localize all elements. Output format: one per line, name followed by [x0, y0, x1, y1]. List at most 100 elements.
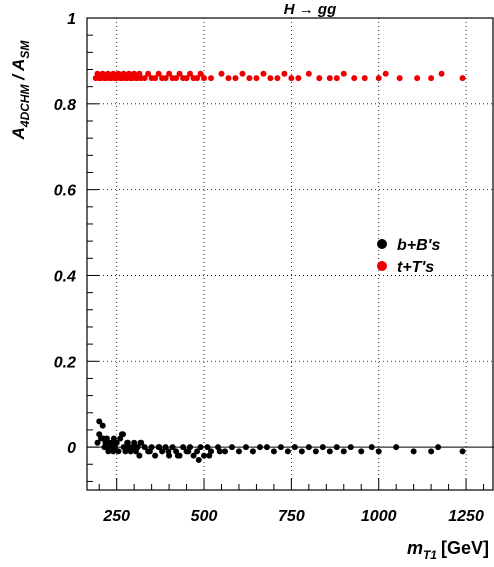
legend-marker-tT	[377, 261, 387, 271]
data-point-tT	[232, 75, 239, 82]
data-point-bB	[137, 439, 144, 446]
data-point-bB	[249, 448, 256, 455]
data-point-bB	[180, 444, 187, 451]
x-tick-label: 1250	[448, 508, 484, 525]
data-point-tT	[414, 75, 421, 82]
y-tick-label: 0.4	[54, 268, 76, 285]
y-axis-label-sub2: SM	[18, 40, 32, 59]
data-point-tT	[239, 70, 246, 77]
chart-title: H → gg	[284, 1, 337, 18]
data-point-bB	[326, 448, 333, 455]
data-point-tT	[274, 75, 281, 82]
data-point-tT	[316, 75, 323, 82]
data-point-bB	[162, 444, 169, 451]
legend-label-tT: t+T's	[397, 259, 434, 276]
x-tick-label: 250	[102, 508, 130, 525]
data-point-tT	[326, 75, 333, 82]
y-tick-label: 0	[67, 440, 76, 457]
data-point-tT	[396, 75, 403, 82]
y-axis-label: A4DCHM / ASM	[9, 40, 32, 141]
data-point-bB	[393, 444, 400, 451]
data-point-tT	[218, 70, 225, 77]
y-tick-label: 0.2	[54, 354, 76, 371]
data-point-tT	[197, 70, 204, 77]
data-point-bB	[340, 448, 347, 455]
y-tick-label: 1	[67, 11, 76, 28]
x-axis-label: mT1 [GeV]	[407, 538, 489, 562]
data-point-tT	[351, 75, 358, 82]
data-point-bB	[333, 444, 340, 451]
tick-labels: 250 500 750 1000 1250 0 0.2 0.4 0.6 0.8 1	[54, 11, 484, 525]
data-point-bB	[152, 452, 159, 459]
grid	[87, 17, 494, 490]
data-point-bB	[136, 452, 143, 459]
data-point-bB	[100, 435, 107, 442]
legend-label-bB: b+B's	[397, 237, 440, 254]
data-point-bB	[134, 444, 141, 451]
axis-ticks	[87, 17, 485, 490]
data-point-bB	[122, 448, 129, 455]
data-point-tT	[246, 75, 253, 82]
data-points	[92, 70, 466, 463]
data-point-tT	[340, 70, 347, 77]
data-point-bB	[169, 444, 176, 451]
y-tick-label: 0.8	[54, 97, 76, 114]
y-tick-label: 0.6	[54, 183, 76, 200]
data-point-tT	[225, 75, 232, 82]
data-point-bB	[312, 448, 319, 455]
data-point-bB	[263, 444, 270, 451]
data-point-tT	[166, 70, 173, 77]
data-point-bB	[195, 456, 202, 463]
data-point-bB	[96, 431, 103, 438]
x-tick-label: 500	[191, 508, 218, 525]
data-point-tT	[152, 75, 159, 82]
data-point-tT	[361, 75, 368, 82]
y-axis-label-sep: / A	[9, 59, 28, 85]
x-tick-label: 750	[278, 508, 305, 525]
data-point-bB	[124, 439, 131, 446]
data-point-bB	[235, 448, 242, 455]
data-point-bB	[368, 444, 375, 451]
data-point-bB	[197, 444, 204, 451]
plot-frame	[86, 17, 494, 491]
data-point-bB	[174, 452, 181, 459]
legend: b+B's t+T's	[377, 237, 440, 276]
data-point-bB	[206, 452, 213, 459]
legend-marker-bB	[377, 239, 387, 249]
data-point-tT	[183, 75, 190, 82]
data-point-tT	[253, 75, 260, 82]
data-point-bB	[201, 452, 208, 459]
data-point-bB	[291, 444, 298, 451]
data-point-bB	[130, 444, 137, 451]
data-point-tT	[295, 75, 302, 82]
y-axis-label-sub1: 4DCHM	[18, 83, 32, 128]
data-point-bB	[298, 448, 305, 455]
data-point-bB	[94, 439, 101, 446]
data-point-tT	[333, 75, 340, 82]
data-point-bB	[270, 448, 277, 455]
data-point-bB	[96, 418, 103, 425]
data-point-bB	[115, 448, 122, 455]
data-point-tT	[201, 75, 208, 82]
data-point-bB	[106, 439, 113, 446]
data-point-tT	[305, 70, 312, 77]
data-point-bB	[204, 444, 211, 451]
data-point-bB	[256, 444, 263, 451]
data-point-tT	[162, 75, 169, 82]
data-point-tT	[375, 75, 382, 82]
data-point-bB	[99, 422, 106, 429]
data-point-bB	[119, 431, 126, 438]
data-point-bB	[146, 448, 153, 455]
data-point-tT	[260, 70, 267, 77]
data-point-bB	[435, 444, 442, 451]
data-point-bB	[375, 448, 382, 455]
data-point-bB	[190, 452, 197, 459]
data-point-bB	[159, 448, 166, 455]
data-point-tT	[173, 75, 180, 82]
data-point-tT	[288, 75, 295, 82]
data-point-bB	[319, 444, 326, 451]
data-point-bB	[221, 448, 228, 455]
data-point-bB	[428, 448, 435, 455]
data-point-bB	[165, 448, 172, 455]
